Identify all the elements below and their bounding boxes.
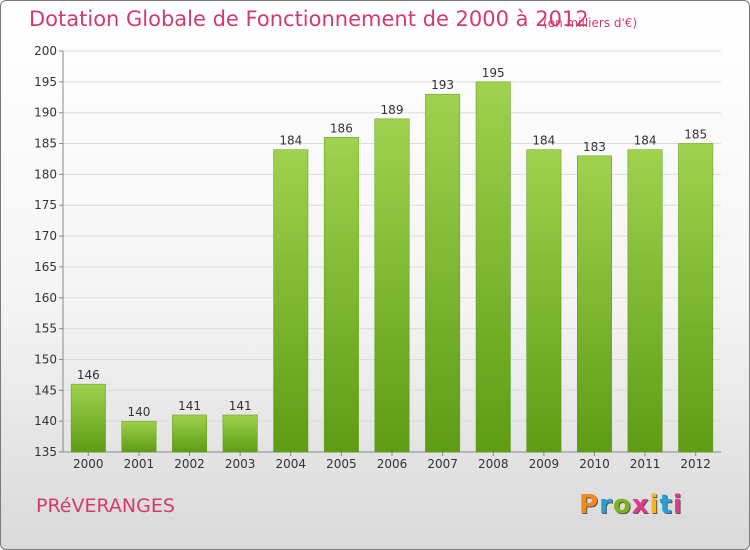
bar-value-label: 186 bbox=[330, 121, 353, 135]
bar-2005 bbox=[323, 137, 359, 453]
logo-letter: r bbox=[599, 490, 613, 520]
bar-value-label: 195 bbox=[482, 66, 505, 80]
bar-value-label: 184 bbox=[634, 134, 657, 148]
x-tick-label: 2000 bbox=[73, 457, 104, 471]
bar-value-label: 141 bbox=[229, 399, 252, 413]
y-tick-label: 145 bbox=[34, 383, 57, 397]
logo-letter: o bbox=[612, 490, 632, 520]
bar-2012 bbox=[678, 143, 714, 453]
x-tick-label: 2002 bbox=[174, 457, 205, 471]
y-tick-label: 165 bbox=[34, 260, 57, 274]
x-tick-label: 2001 bbox=[124, 457, 155, 471]
bar-2011 bbox=[627, 149, 663, 453]
bar-2009 bbox=[526, 149, 562, 453]
bar-value-label: 184 bbox=[279, 134, 302, 148]
y-tick-label: 170 bbox=[34, 229, 57, 243]
bar-2002 bbox=[172, 414, 207, 453]
y-tick-label: 160 bbox=[34, 291, 57, 305]
y-tick-label: 180 bbox=[34, 167, 57, 181]
logo-letter: i bbox=[649, 490, 660, 520]
x-tick-label: 2007 bbox=[427, 457, 458, 471]
bar-value-label: 146 bbox=[77, 368, 100, 382]
x-tick-label: 2011 bbox=[630, 457, 661, 471]
bar-value-label: 141 bbox=[178, 399, 201, 413]
bar-2006 bbox=[374, 118, 410, 453]
y-tick-label: 190 bbox=[34, 106, 57, 120]
x-tick-label: 2006 bbox=[377, 457, 408, 471]
x-tick-label: 2012 bbox=[680, 457, 711, 471]
bar-value-label: 183 bbox=[583, 140, 606, 154]
y-tick-label: 195 bbox=[34, 75, 57, 89]
bar-2008 bbox=[475, 81, 511, 453]
y-tick-label: 175 bbox=[34, 198, 57, 212]
commune-name: PRéVERANGES bbox=[36, 495, 175, 517]
y-tick-label: 135 bbox=[34, 445, 57, 459]
proxiti-logo[interactable]: Proxiti bbox=[579, 490, 683, 520]
y-tick-label: 150 bbox=[34, 352, 57, 366]
bar-value-label: 189 bbox=[381, 103, 404, 117]
bar-2003 bbox=[222, 414, 258, 453]
x-tick-label: 2008 bbox=[478, 457, 509, 471]
bar-2007 bbox=[425, 93, 461, 453]
y-tick-label: 200 bbox=[34, 44, 57, 58]
y-tick-label: 140 bbox=[34, 414, 57, 428]
logo-letter: t bbox=[659, 490, 673, 520]
chart-unit: (en milliers d'€) bbox=[543, 16, 638, 30]
x-tick-label: 2010 bbox=[579, 457, 610, 471]
x-tick-label: 2005 bbox=[326, 457, 357, 471]
y-tick-label: 155 bbox=[34, 322, 57, 336]
logo-letter: P bbox=[579, 490, 600, 520]
bar-value-label: 184 bbox=[532, 134, 555, 148]
x-tick-label: 2004 bbox=[275, 457, 306, 471]
x-tick-label: 2009 bbox=[529, 457, 560, 471]
chart-title: Dotation Globale de Fonctionnement de 20… bbox=[29, 7, 589, 31]
bar-value-label: 185 bbox=[684, 128, 707, 142]
logo-letter: x bbox=[631, 490, 650, 520]
bar-value-label: 193 bbox=[431, 78, 454, 92]
y-tick-label: 185 bbox=[34, 137, 57, 151]
bar-2004 bbox=[273, 149, 309, 453]
bar-value-label: 140 bbox=[127, 405, 150, 419]
bar-2000 bbox=[70, 383, 106, 453]
bar-2001 bbox=[121, 420, 157, 453]
x-tick-label: 2003 bbox=[225, 457, 256, 471]
bar-2010 bbox=[577, 155, 612, 453]
logo-letter: i bbox=[672, 490, 683, 520]
